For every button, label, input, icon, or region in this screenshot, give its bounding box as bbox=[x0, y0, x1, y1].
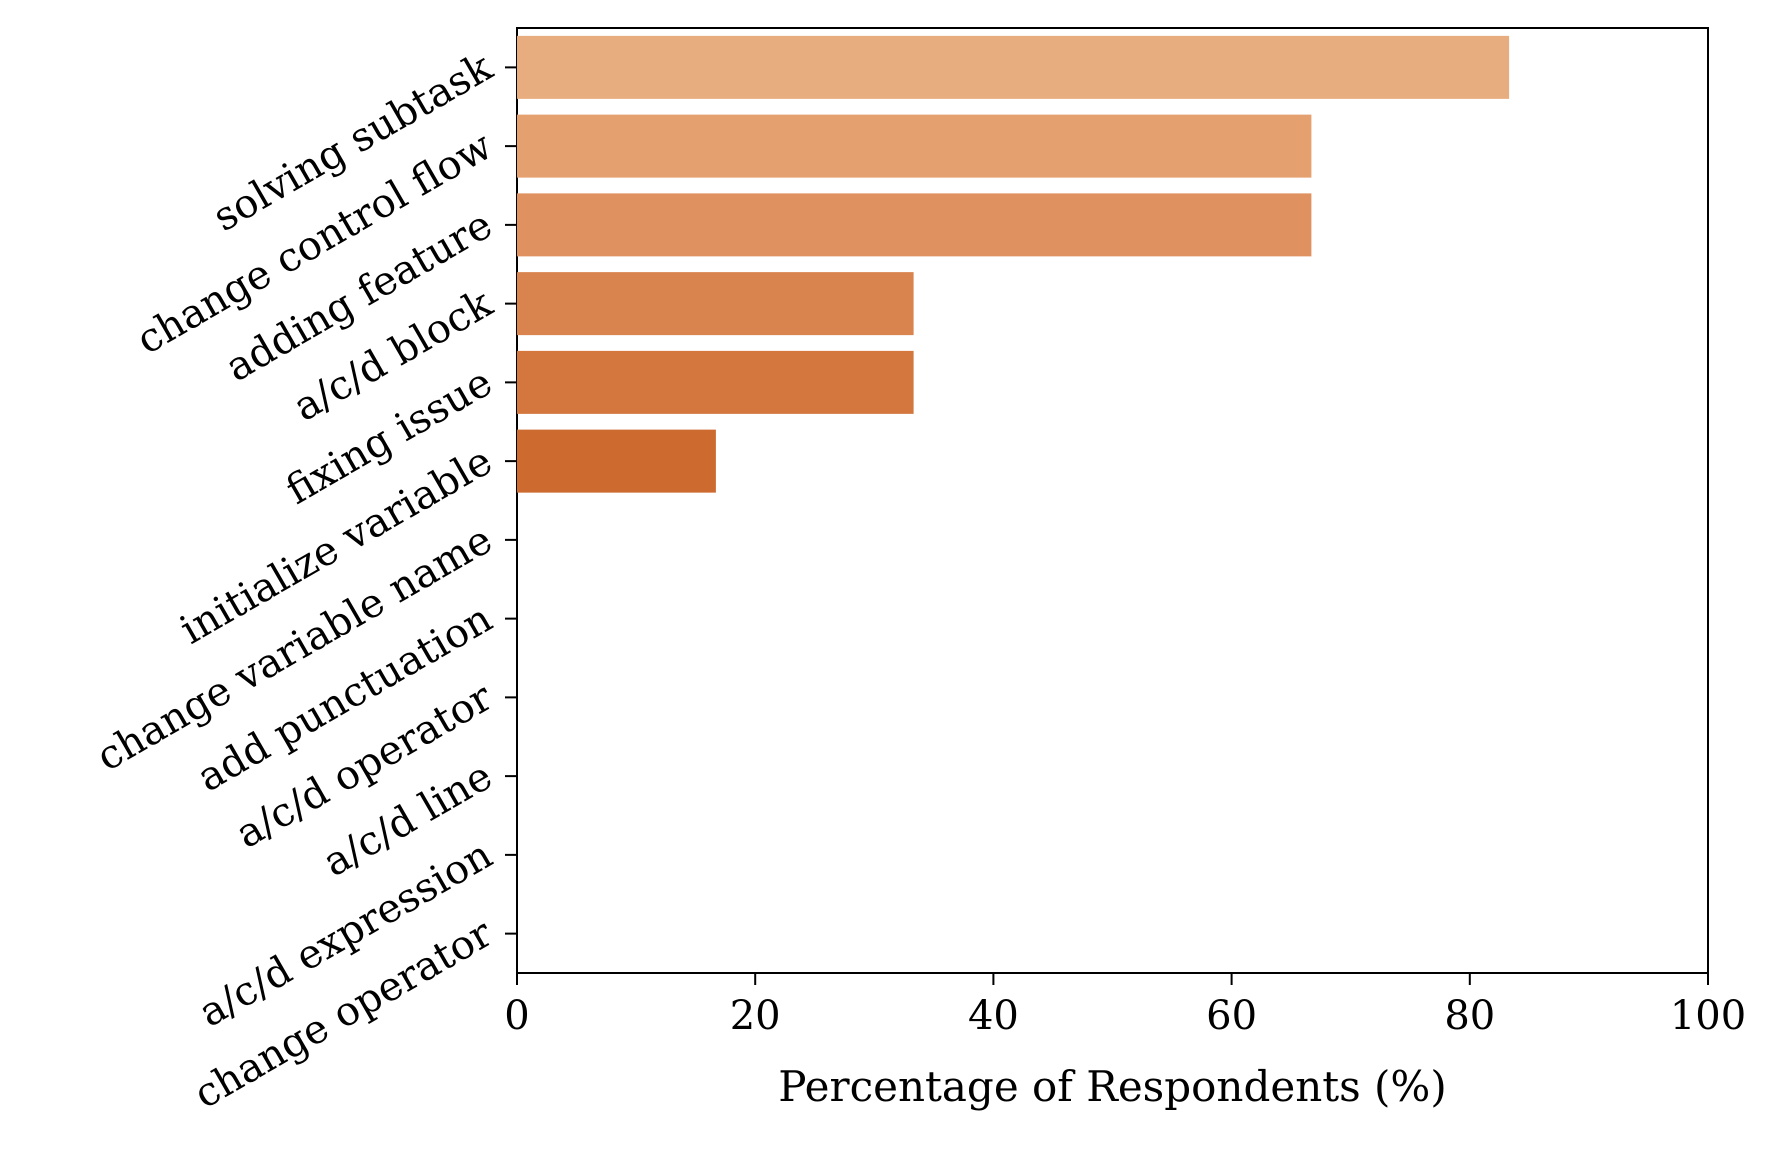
axes-frame bbox=[516, 27, 1709, 974]
bar-fixing-issue bbox=[517, 350, 914, 414]
x-tick-label: 40 bbox=[968, 993, 1019, 1039]
x-tick-label: 0 bbox=[504, 993, 529, 1039]
bar-a-c-d-block bbox=[517, 272, 914, 336]
x-tick-label: 80 bbox=[1444, 993, 1495, 1039]
x-axis-label: Percentage of Respondents (%) bbox=[778, 1062, 1446, 1111]
x-tick-label: 20 bbox=[730, 993, 781, 1039]
bar-change-control-flow bbox=[517, 114, 1312, 178]
bar-solving-subtask bbox=[517, 35, 1510, 99]
x-tick-label: 100 bbox=[1670, 993, 1746, 1039]
x-axis-ticks: 0 20 40 60 80 100 bbox=[504, 973, 1746, 1039]
plot-area bbox=[516, 27, 1709, 974]
x-tick-label: 60 bbox=[1206, 993, 1257, 1039]
bars-group bbox=[517, 35, 1510, 493]
bar-adding-feature bbox=[517, 193, 1312, 257]
bar-initialize-variable bbox=[517, 429, 716, 493]
